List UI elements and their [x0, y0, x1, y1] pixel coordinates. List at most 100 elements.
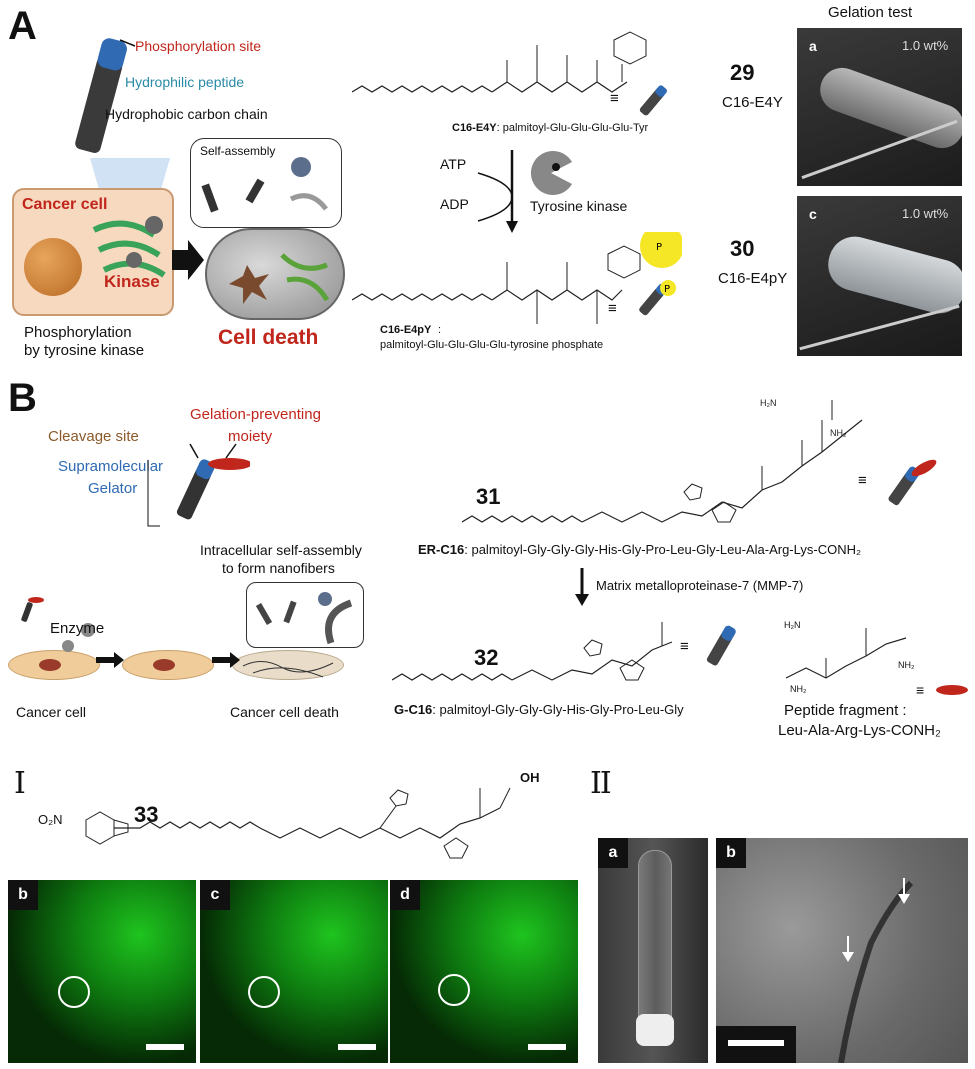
compound-31-number: 31 [476, 484, 501, 509]
c16-e4y-name: C16-E4Y [452, 122, 497, 134]
mmp7-arrow [575, 568, 589, 606]
er-c16-gelator-icon [888, 459, 937, 506]
gelation-test-label: Gelation test [828, 4, 913, 21]
er-c16-desc: : palmitoyl-Gly-Gly-Gly-His-Gly-Pro-Leu-… [464, 542, 862, 557]
svg-text:P: P [664, 284, 670, 295]
kinase-label: Kinase [104, 272, 160, 291]
equiv-symbol-3: ≡ [858, 472, 867, 489]
compound-33-structure [85, 787, 511, 859]
cancer-cell-2 [122, 650, 214, 680]
cancer-cell-3 [232, 650, 344, 680]
gelation-photo-a [797, 28, 962, 186]
micrograph-d [390, 880, 578, 1063]
g-c16-desc: : palmitoyl-Gly-Gly-Gly-His-Gly-Pro-Leu-… [432, 702, 684, 717]
nucleus-shape [24, 238, 82, 296]
compound-33-number: 33 [134, 802, 159, 827]
fragment-label-2: Leu-Ala-Arg-Lys-CONH₂ [778, 722, 941, 739]
cancer-cell-1 [8, 650, 100, 680]
atp-label: ATP [440, 156, 467, 172]
g-c16-name: G-C16 [394, 702, 433, 717]
enzyme-icon [62, 623, 95, 652]
phosphorylation-site-label: Phosphorylation site [135, 38, 262, 54]
phosph-caption-1: Phosphorylation [24, 324, 132, 341]
reaction-arrow [477, 150, 518, 233]
c16-e4py-structure: P [352, 232, 682, 324]
micrograph-c-tag: c [200, 880, 230, 910]
gelation-preventing-2: moiety [228, 428, 273, 445]
er-c16-name: ER-C16 [418, 542, 465, 557]
right-arrow-icon [172, 240, 204, 280]
c16-e4py-name: C16-E4pY [380, 324, 432, 336]
mmp7-label: Matrix metalloproteinase-7 (MMP-7) [596, 578, 804, 593]
svg-text:P: P [656, 242, 662, 253]
photo-a-tag: a [809, 38, 817, 54]
c16-e4py-desc: palmitoyl-Glu-Glu-Glu-Glu-tyrosine phosp… [380, 339, 604, 351]
g-c16-structure [392, 622, 673, 681]
peptide-fragment-structure [785, 628, 907, 679]
micrograph-d-tag: d [390, 880, 420, 910]
equiv-symbol-1: ≡ [610, 90, 619, 107]
compound-29-number: 29 [730, 60, 755, 85]
gelator-molecule-icon [639, 85, 667, 116]
compound-30-number: 30 [730, 236, 755, 261]
micrograph-b-tag: b [8, 880, 38, 910]
equiv-symbol-4: ≡ [680, 638, 689, 655]
micrograph-c [200, 880, 388, 1063]
cleavage-site-label: Cleavage site [48, 428, 139, 445]
gelation-photo-c [797, 196, 962, 356]
phosph-caption-2: by tyrosine kinase [24, 342, 145, 359]
cancer-cell-death-label: Cancer cell death [230, 704, 339, 720]
intracellular-label-2: to form nanofibers [222, 560, 335, 576]
fragment-red-icon [936, 685, 968, 695]
nanofiber-icon [242, 661, 334, 678]
tem-image-tag: b [716, 838, 746, 868]
supramolecular-label: Supramolecular [58, 458, 164, 475]
gelator-label: Gelator [88, 480, 138, 497]
tyrosine-kinase-label: Tyrosine kinase [530, 198, 628, 214]
cancer-cell-label: Cancer cell [22, 196, 108, 213]
compound-30-label: C16-E4pY [718, 270, 788, 287]
panel-roman-ii: II [590, 766, 612, 801]
enzyme-label: Enzyme [50, 620, 105, 637]
cell-contents-icon [229, 253, 330, 304]
cancer-cell-label-b: Cancer cell [16, 704, 87, 720]
compound-32-number: 32 [474, 645, 499, 670]
vial-photo [598, 838, 708, 1063]
self-assembly-label: Self-assembly [200, 144, 276, 158]
gelator-precursor-icon [147, 443, 250, 527]
dying-cell [205, 228, 345, 320]
equiv-symbol-5: ≡ [916, 682, 925, 698]
kinase-pacman-icon [530, 151, 572, 195]
precursor-icon-small [21, 597, 44, 622]
c16-e4y-structure [352, 31, 647, 93]
g-c16-gelator-icon [706, 625, 736, 666]
tem-fiber-icon [838, 878, 914, 1063]
panel-roman-i: I [14, 766, 26, 801]
amphiphile-schematic [75, 38, 170, 193]
cancer-cell-box [12, 188, 174, 316]
cell-death-label: Cell death [218, 326, 319, 349]
photo-c-conc: 1.0 wt% [902, 206, 949, 221]
self-assembly-icon [201, 157, 328, 213]
intracellular-label-1: Intracellular self-assembly [200, 542, 362, 558]
gelation-preventing-1: Gelation-preventing [190, 406, 321, 423]
nanofiber-bubble [246, 582, 364, 648]
adp-label: ADP [440, 196, 469, 212]
phospho-gelator-icon: P [639, 280, 676, 316]
tem-image [716, 838, 968, 1063]
hydrophilic-peptide-label: Hydrophilic peptide [125, 74, 245, 90]
arrow-icon-1 [96, 652, 124, 668]
hydrophobic-chain-label: Hydrophobic carbon chain [105, 106, 268, 122]
organelle-icon [92, 216, 166, 278]
fragment-label-1: Peptide fragment : [784, 702, 907, 719]
vial-photo-tag: a [598, 838, 628, 868]
photo-c-tag: c [809, 206, 817, 222]
no2-label: O₂N [38, 812, 63, 827]
self-assembly-bubble [190, 138, 342, 228]
photo-a-conc: 1.0 wt% [902, 38, 949, 53]
c16-e4y-desc: : palmitoyl-Glu-Glu-Glu-Glu-Tyr [496, 122, 649, 134]
equiv-symbol-2: ≡ [608, 300, 617, 317]
nanofiber-assembly-icon [255, 592, 353, 645]
panel-letter-a: A [8, 4, 37, 48]
arrow-icon-2 [212, 652, 240, 668]
